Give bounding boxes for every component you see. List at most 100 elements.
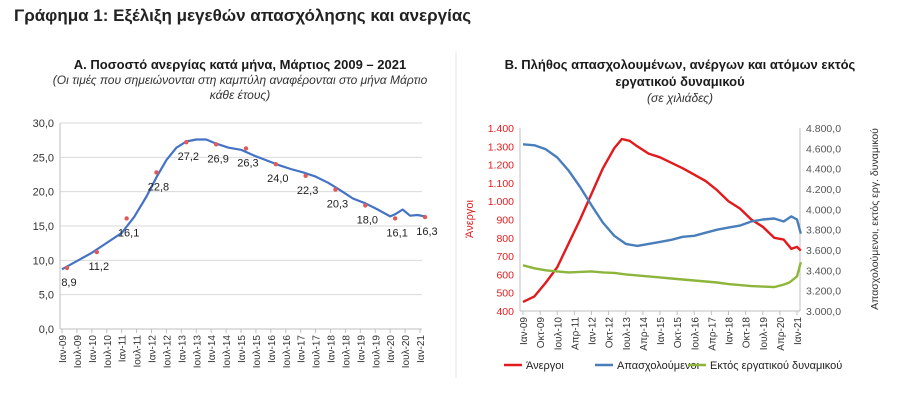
chart-a-march-marker — [213, 142, 219, 147]
chart-a-x-tick-label: Ιουλ-20 — [401, 335, 412, 369]
chart-a: 0,0 5,0 10,0 15,0 20,0 25,0 30,0 Ιαν-09 Ιουλ-09 Ι… — [33, 118, 438, 368]
chart-b-left-tick-label: 600 — [496, 269, 514, 281]
chart-b-right-tick-label: 4.600,0 — [806, 143, 841, 155]
chart-a-series-line — [61, 138, 426, 271]
chart-b-x-tick-label: Οκτ-12 — [605, 317, 616, 349]
chart-a-x-tick-label: Ιαν-17 — [297, 335, 308, 363]
chart-b-left-tick-label: 1.300 — [488, 141, 514, 153]
chart-a-y-tick-label: 20,0 — [33, 187, 54, 199]
chart-a-x-tick-label: Ιαν-12 — [148, 335, 159, 363]
chart-a-x-tick-label: Ιουλ-15 — [252, 335, 263, 369]
chart-b-legend-label: Απασχολούμενοι — [617, 360, 700, 372]
chart-a-x-tick-label: Ιαν-09 — [58, 335, 69, 363]
chart-a-x-tick-label: Ιουλ-14 — [222, 335, 233, 369]
chart-b-x-tick-label: Ιαν-15 — [656, 317, 667, 345]
chart-a-data-label: 16,3 — [416, 226, 437, 238]
chart-a-x-tick-label: Ιουλ-12 — [162, 335, 173, 369]
chart-a-y-tick-label: 5,0 — [39, 290, 54, 302]
chart-a-data-label: 27,2 — [178, 151, 199, 163]
chart-a-y-tick-label: 25,0 — [33, 152, 54, 164]
chart-b-legend-label: Άνεργοι — [526, 360, 564, 372]
chart-a-y-tick-label: 30,0 — [33, 118, 54, 130]
chart-b-left-axis-title: Άνεργοι — [464, 200, 476, 238]
chart-b-title-line-2: εργατικού δυναμικού — [615, 74, 745, 89]
chart-a-y-tick-label: 0,0 — [39, 324, 54, 336]
page-title: Γράφημα 1: Εξέλιξη μεγεθών απασχόλησης κ… — [14, 6, 472, 25]
chart-b-right-tick-label: 4.200,0 — [806, 184, 841, 196]
chart-b-x-tick-label: Ιαν-09 — [519, 317, 530, 345]
chart-a-x-tick-label: Ιουλ-18 — [341, 335, 352, 369]
chart-b-series-line — [522, 261, 802, 289]
chart-a-march-marker — [64, 265, 70, 271]
chart-b-x-tick-label: Οκτ-15 — [673, 317, 684, 349]
chart-a-march-marker — [124, 216, 129, 221]
chart-b-x-tick-label: Απρ-14 — [639, 317, 650, 351]
chart-b-left-tick-label: 500 — [496, 288, 514, 300]
chart-a-y-tick-label: 15,0 — [33, 221, 54, 233]
chart-a-march-marker — [243, 146, 249, 151]
chart-a-x-tick-label: Ιαν-13 — [177, 335, 188, 363]
chart-a-x-tick-label: Ιουλ-16 — [282, 335, 293, 369]
chart-b-x-tick-label: Ιαν-21 — [793, 317, 804, 345]
chart-a-data-label: 22,8 — [148, 181, 169, 193]
chart-b-x-tick-label: Απρ-11 — [570, 317, 581, 350]
chart-a-march-marker — [303, 173, 308, 179]
chart-a-march-marker — [392, 216, 398, 221]
chart-a-march-marker — [363, 203, 368, 208]
chart-b-title: B. Πλήθος απασχολουμένων, ανέργων και ατ… — [470, 56, 890, 90]
chart-b-x-tick-label: Απρ-20 — [776, 317, 787, 351]
chart-a-x-tick-label: Ιαν-20 — [386, 335, 397, 363]
chart-a-x-tick-label: Ιαν-16 — [267, 335, 278, 363]
chart-a-march-marker — [94, 249, 100, 255]
chart-a-x-tick-label: Ιαν-19 — [356, 335, 367, 363]
chart-b-right-tick-label: 4.400,0 — [806, 164, 841, 176]
chart-b: 400 500 600 700 800 900 1.000 1.100 1.200 1.300 1.… — [464, 123, 881, 372]
chart-a-x-tick-label: Ιουλ-13 — [192, 335, 203, 369]
chart-b-title-line-1: B. Πλήθος απασχολουμένων, ανέργων και ατ… — [504, 57, 856, 72]
chart-b-x-tick-label: Ιαν-12 — [588, 317, 599, 345]
chart-b-legend-label: Εκτός εργατικού δυναμικού — [710, 360, 842, 372]
chart-b-right-tick-label: 3.600,0 — [806, 245, 841, 257]
chart-a-march-marker — [333, 187, 338, 192]
chart-a-march-marker — [184, 140, 189, 145]
chart-a-x-tick-label: Ιουλ-19 — [371, 335, 382, 369]
chart-b-right-tick-label: 4.000,0 — [806, 204, 841, 216]
chart-a-x-tick-label: Ιαν-14 — [207, 335, 218, 363]
chart-b-x-tick-label: Ιαν-18 — [725, 317, 736, 345]
chart-b-left-tick-label: 900 — [496, 215, 514, 227]
chart-a-subtitle-line-1: (Οι τιμές που σημειώνονται στη καμπύλη α… — [52, 73, 428, 87]
chart-a-x-tick-label: Ιαν-18 — [327, 335, 338, 363]
chart-a-march-marker — [273, 162, 279, 167]
chart-a-x-tick-label: Ιουλ-10 — [103, 335, 114, 369]
chart-a-data-label: 26,3 — [237, 157, 258, 169]
chart-b-left-tick-label: 700 — [496, 251, 514, 263]
chart-b-x-tick-label: Ιουλ-19 — [759, 317, 770, 351]
chart-b-subtitle: (σε χιλιάδες) — [647, 91, 713, 105]
chart-b-left-tick-label: 1.000 — [488, 196, 514, 208]
chart-b-left-tick-label: 1.200 — [488, 160, 514, 172]
chart-b-left-tick-label: 800 — [496, 233, 514, 245]
chart-b-right-tick-label: 4.800,0 — [806, 123, 841, 135]
chart-a-title: A. Ποσοστό ανεργίας κατά μήνα, Μάρτιος 2… — [73, 57, 407, 72]
chart-b-x-tick-label: Ιουλ-16 — [690, 317, 701, 351]
chart-a-data-label: 18,0 — [357, 214, 378, 226]
chart-a-x-tick-label: Ιαν-21 — [416, 335, 427, 363]
chart-b-right-axis-title: Απασχολούμενοι, εκτός εργ. δυναμικού — [869, 128, 881, 310]
chart-a-data-label: 16,1 — [118, 227, 139, 239]
chart-b-right-tick-label: 3.000,0 — [806, 306, 841, 318]
chart-a-march-marker — [154, 170, 159, 175]
chart-a-data-label: 26,9 — [207, 153, 228, 165]
chart-b-right-tick-label: 3.400,0 — [806, 265, 841, 277]
chart-b-left-tick-label: 400 — [496, 306, 514, 318]
chart-a-data-label: 8,9 — [61, 277, 76, 289]
chart-a-x-tick-label: Ιουλ-09 — [73, 335, 84, 369]
chart-a-subtitle: (Οι τιμές που σημειώνονται στη καμπύλη α… — [30, 73, 450, 103]
chart-b-right-tick-label: 3.800,0 — [806, 225, 841, 237]
chart-a-data-label: 22,3 — [297, 185, 318, 197]
chart-a-x-tick-label: Ιαν-10 — [88, 335, 99, 363]
chart-b-x-tick-label: Οκτ-18 — [742, 317, 753, 349]
chart-b-left-tick-label: 1.400 — [488, 123, 514, 135]
chart-a-y-tick-label: 10,0 — [33, 255, 54, 267]
chart-b-left-tick-label: 1.100 — [488, 178, 514, 190]
